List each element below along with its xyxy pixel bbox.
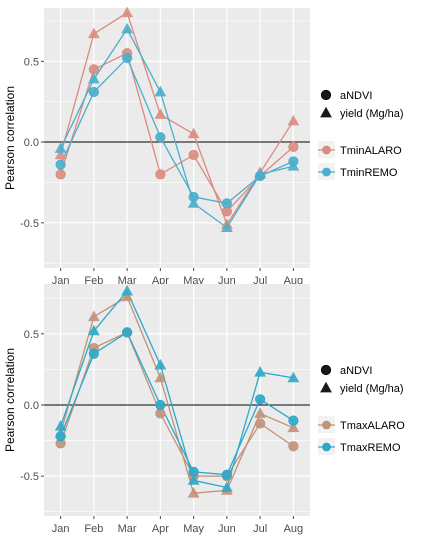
y-tick-label: -0.5 [20, 218, 39, 230]
color-legend: TmaxALARO TmaxREMO [318, 416, 405, 455]
data-point-circle [221, 469, 232, 480]
data-point-triangle [87, 324, 100, 336]
data-point-circle [88, 64, 99, 75]
data-point-triangle [220, 221, 233, 232]
legend-key-point [322, 420, 331, 430]
x-tick-label: Apr [152, 523, 169, 535]
data-point-triangle [187, 127, 200, 139]
y-axis-title: Pearson correlation [3, 86, 17, 190]
data-point-circle [288, 415, 299, 426]
data-point-triangle [154, 85, 167, 97]
legend-key-triangle [320, 381, 332, 393]
data-point-triangle [154, 371, 167, 383]
legend-label: TmaxALARO [340, 420, 405, 432]
data-point-circle [88, 348, 99, 359]
data-point-triangle [54, 142, 67, 153]
color-legend: TminALARO TminREMO [318, 141, 402, 180]
data-point-circle [288, 441, 299, 452]
series-line [59, 331, 294, 476]
data-point-circle [55, 169, 66, 180]
y-tick-label: 0.5 [24, 329, 39, 341]
legend-label: aNDVI [340, 90, 372, 102]
data-point-triangle [154, 358, 167, 370]
x-tick-label: May [183, 523, 204, 535]
plot-background [44, 284, 310, 516]
data-point-triangle [254, 168, 267, 179]
data-point-triangle [254, 366, 267, 377]
data-point-circle [155, 132, 166, 143]
data-point-triangle [54, 420, 67, 431]
data-point-triangle [187, 487, 200, 498]
data-point-circle [155, 399, 166, 411]
y-tick-label: -0.5 [20, 471, 39, 483]
shape-legend: aNDVI yield (Mg/ha) [320, 364, 404, 395]
legend-label: TminALARO [340, 145, 402, 157]
legend-key-point [322, 442, 331, 452]
shape-legend: aNDVI yield (Mg/ha) [320, 89, 404, 120]
data-point-triangle [87, 310, 100, 322]
data-point-circle [255, 394, 266, 405]
series-line [59, 295, 294, 494]
legend-key-point [322, 167, 331, 177]
panel-2: 0.5 0.0 -0.5 Jan Feb Mar Apr May Jun Jul Aug Pearso… [3, 284, 405, 535]
series-line [59, 289, 294, 489]
legend-label: aNDVI [340, 365, 372, 377]
data-point-triangle [287, 421, 300, 433]
data-point-circle [155, 408, 166, 419]
data-point-triangle [187, 197, 200, 208]
data-point-triangle [220, 481, 233, 492]
y-axis-title: Pearson correlation [3, 348, 17, 452]
plot-background [44, 8, 310, 268]
x-tick-label: Mar [118, 523, 137, 535]
data-point-triangle [121, 284, 134, 296]
y-tick-label: 0.5 [24, 56, 39, 68]
data-point-circle [122, 327, 133, 338]
data-point-triangle [87, 27, 100, 39]
data-point-circle [255, 418, 266, 429]
x-tick-label: Jul [253, 523, 267, 535]
data-point-triangle [154, 108, 167, 119]
data-point-triangle [54, 148, 67, 160]
x-tick-label: Aug [284, 523, 304, 535]
x-tick-label: Jun [218, 523, 236, 535]
data-point-triangle [287, 160, 300, 171]
data-point-triangle [121, 22, 134, 34]
data-point-circle [88, 86, 99, 98]
x-tick-label: Feb [84, 523, 103, 535]
data-point-circle [55, 159, 66, 170]
data-point-triangle [87, 72, 100, 84]
y-tick-label: 0.0 [24, 137, 39, 149]
x-tick-label: Jan [52, 523, 70, 535]
data-point-triangle [187, 474, 200, 485]
data-point-circle [155, 169, 166, 180]
legend-key-circle [320, 89, 332, 101]
data-point-triangle [121, 6, 134, 18]
data-point-triangle [254, 407, 267, 418]
data-point-circle [221, 198, 232, 209]
data-point-triangle [287, 371, 300, 383]
data-point-circle [288, 141, 299, 152]
data-point-circle [122, 52, 133, 64]
data-point-circle [55, 431, 66, 442]
legend-label: yield (Mg/ha) [340, 383, 404, 395]
y-tick-label: 0.0 [24, 400, 39, 412]
series-line [59, 331, 294, 477]
legend-label: yield (Mg/ha) [340, 108, 404, 120]
data-point-circle [188, 149, 199, 161]
series-line [60, 56, 294, 205]
data-point-triangle [287, 114, 300, 126]
legend-label: TminREMO [340, 167, 398, 179]
legend-key-triangle [320, 106, 332, 118]
data-point-triangle [121, 290, 134, 302]
legend-label: TmaxREMO [340, 442, 401, 454]
legend-key-circle [320, 364, 332, 376]
series-line [60, 27, 294, 229]
legend-key-point [322, 145, 331, 155]
